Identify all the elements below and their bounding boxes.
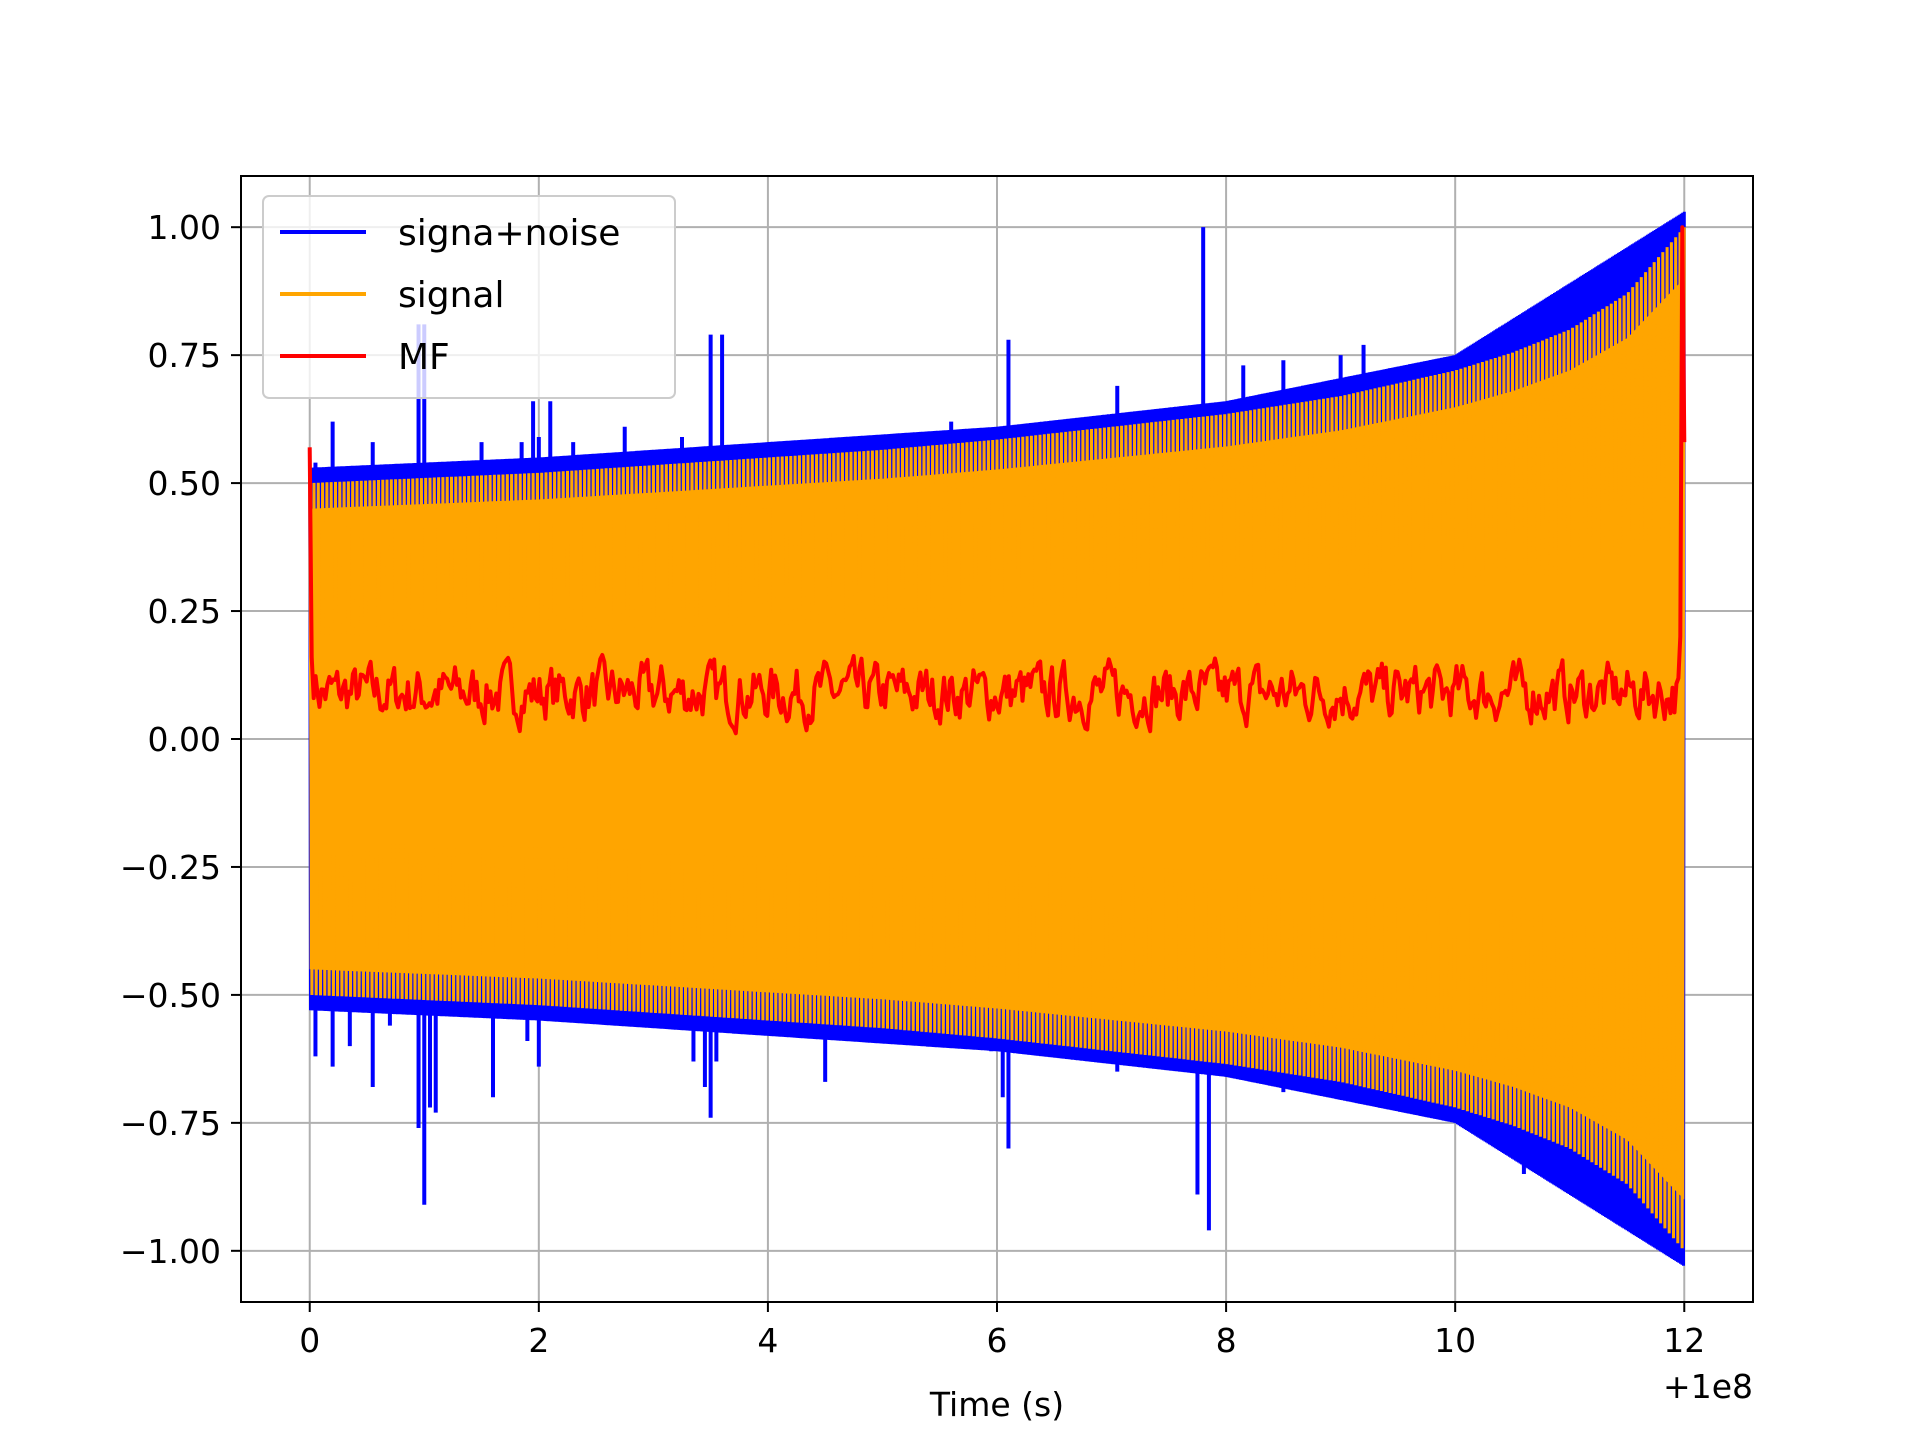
x-tick-label: 6: [987, 1321, 1008, 1360]
y-tick-label: −0.25: [120, 848, 221, 887]
plot-area: [307, 211, 1687, 1266]
legend-label: MF: [398, 337, 450, 378]
x-axis-label: Time (s): [929, 1385, 1064, 1424]
x-tick-label: 0: [299, 1321, 320, 1360]
series-signal-line: [308, 227, 1686, 1249]
y-tick-label: 0.50: [148, 464, 221, 503]
x-tick-label: 2: [528, 1321, 549, 1360]
series-mf-line: [307, 225, 1687, 736]
y-tick-label: −0.50: [120, 976, 221, 1015]
legend-label: signal: [398, 275, 505, 316]
legend: signa+noise signal MF: [262, 195, 676, 399]
x-tick-label: 8: [1216, 1321, 1237, 1360]
y-axis: 1.00 0.75 0.50 0.25 0.00 −0.25 −0.50 −0.75 −1.00: [120, 208, 241, 1271]
x-tick-label: 4: [757, 1321, 778, 1360]
y-tick-label: 0.75: [148, 336, 221, 375]
x-axis: 0 2 4 6 8 10 12: [299, 1302, 1705, 1360]
legend-label: signa+noise: [398, 213, 620, 254]
y-tick-label: 0.00: [148, 720, 221, 759]
x-offset-label: +1e8: [1663, 1367, 1753, 1406]
legend-box: [262, 195, 676, 399]
y-tick-label: 0.25: [148, 592, 221, 631]
y-tick-label: 1.00: [148, 208, 221, 247]
x-tick-label: 12: [1663, 1321, 1705, 1360]
y-tick-label: −1.00: [120, 1232, 221, 1271]
x-tick-label: 10: [1434, 1321, 1476, 1360]
y-tick-label: −0.75: [120, 1104, 221, 1143]
